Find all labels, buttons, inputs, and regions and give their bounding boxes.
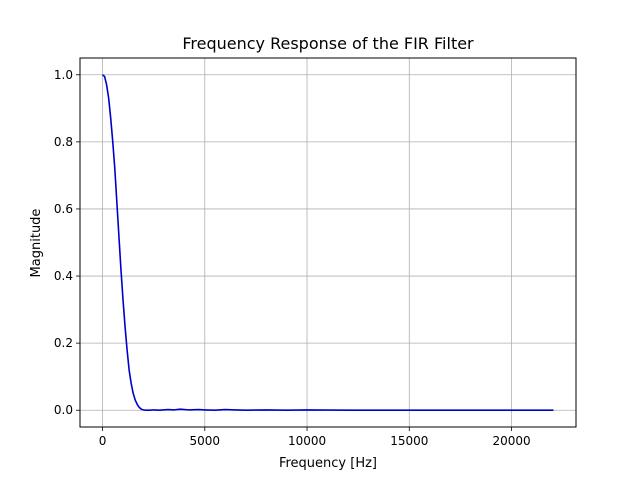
x-tick-label: 5000 xyxy=(190,434,221,448)
x-tick-label: 0 xyxy=(99,434,107,448)
x-tick-label: 15000 xyxy=(390,434,428,448)
chart-title: Frequency Response of the FIR Filter xyxy=(182,34,474,53)
plot-line-group xyxy=(102,74,554,412)
y-tick-label: 0.8 xyxy=(54,135,73,149)
x-tick-label: 20000 xyxy=(492,434,530,448)
frequency-response-line xyxy=(102,74,554,412)
x-axis: 0 5000 10000 15000 20000 xyxy=(99,427,531,448)
y-tick-label: 0.0 xyxy=(54,403,73,417)
x-axis-label: Frequency [Hz] xyxy=(279,456,377,471)
y-tick-label: 0.6 xyxy=(54,202,73,216)
y-axis-label: Magnitude xyxy=(29,209,44,278)
plot-area-frame xyxy=(79,57,577,428)
x-tick-label: 10000 xyxy=(288,434,326,448)
y-tick-label: 1.0 xyxy=(54,68,73,82)
y-tick-label: 0.4 xyxy=(54,269,73,283)
y-tick-label: 0.2 xyxy=(54,336,73,350)
y-axis: 0.0 0.2 0.4 0.6 0.8 1.0 xyxy=(54,68,80,417)
